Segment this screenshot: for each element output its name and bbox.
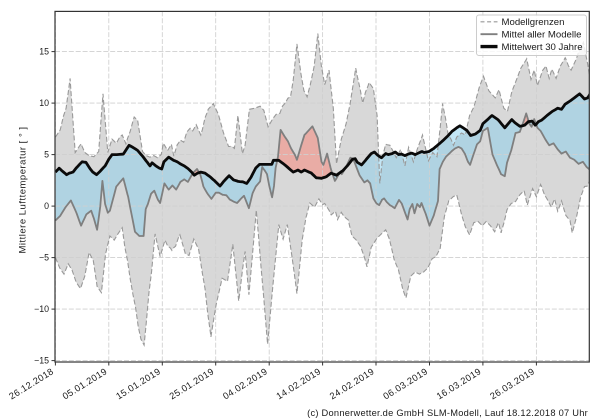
svg-text:−10: −10 [34, 304, 49, 314]
svg-text:Mittlere Lufttemperatur [ ° ]: Mittlere Lufttemperatur [ ° ] [18, 126, 29, 253]
svg-text:(c) Donnerwetter.de GmbH SLM-M: (c) Donnerwetter.de GmbH SLM-Modell, Lau… [307, 408, 588, 418]
svg-text:−15: −15 [34, 356, 49, 366]
svg-text:10: 10 [39, 98, 49, 108]
svg-text:5: 5 [44, 150, 49, 160]
svg-text:Mittelwert 30 Jahre: Mittelwert 30 Jahre [502, 42, 583, 53]
svg-text:Modellgrenzen: Modellgrenzen [502, 17, 565, 28]
svg-text:Mittel aller Modelle: Mittel aller Modelle [502, 30, 582, 41]
svg-text:0: 0 [44, 201, 49, 211]
svg-text:15: 15 [39, 47, 49, 57]
svg-text:−5: −5 [39, 253, 49, 263]
